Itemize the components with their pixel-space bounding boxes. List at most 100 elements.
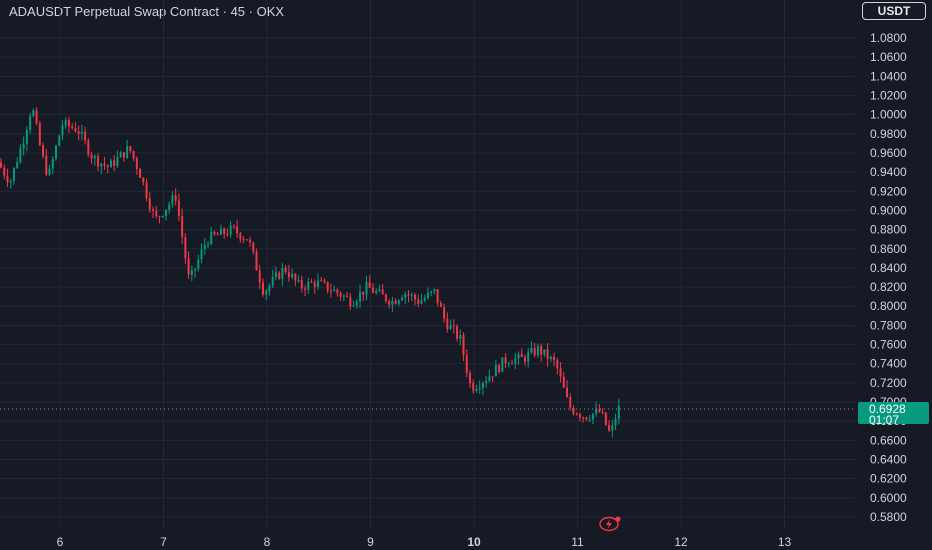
candle-body <box>161 215 164 217</box>
candle <box>45 148 48 177</box>
candle <box>485 375 488 388</box>
candle <box>119 150 122 158</box>
candle <box>61 120 64 141</box>
x-tick-label: 10 <box>467 535 481 549</box>
candle <box>530 341 533 355</box>
candle <box>546 343 549 367</box>
candle-body <box>604 412 607 425</box>
candle-body <box>200 249 203 260</box>
candle <box>64 117 67 129</box>
candle-body <box>498 364 501 372</box>
candle <box>171 191 174 208</box>
candle <box>507 361 510 368</box>
lightning-icon[interactable] <box>598 515 622 533</box>
candle-body <box>64 120 67 126</box>
candle <box>271 269 274 289</box>
candle-body <box>310 281 313 283</box>
candle <box>255 248 258 271</box>
candle <box>268 283 271 296</box>
currency-selector[interactable]: USDT <box>862 2 926 20</box>
candle <box>352 300 355 308</box>
candle-body <box>333 289 336 292</box>
candle <box>22 136 25 156</box>
candle-body <box>3 167 6 176</box>
candle <box>197 254 200 272</box>
candle <box>329 283 332 298</box>
candle-body <box>245 239 248 241</box>
candle <box>517 351 520 365</box>
candle-body <box>139 168 142 178</box>
candle <box>139 167 142 178</box>
candle <box>152 206 155 219</box>
candle <box>391 296 394 312</box>
candle <box>80 124 83 141</box>
time-axis: 6 7 8 9 10 11 12 13 <box>57 535 792 549</box>
candle-body <box>456 326 459 339</box>
candle-body <box>329 290 332 292</box>
candle <box>475 384 478 393</box>
candle-body <box>355 301 358 306</box>
candle-body <box>556 360 559 369</box>
candle <box>320 277 323 282</box>
candle-body <box>481 383 484 388</box>
candle-body <box>42 145 45 156</box>
candle-body <box>100 163 103 167</box>
candle-body <box>523 357 526 362</box>
candle <box>148 192 151 213</box>
candle <box>591 413 594 425</box>
candle-body <box>459 334 462 339</box>
candle-body <box>452 325 455 327</box>
candle <box>456 323 459 342</box>
candle-body <box>135 158 138 169</box>
candle-body <box>278 272 281 279</box>
candle <box>177 193 180 222</box>
candle-body <box>569 396 572 408</box>
candle-body <box>190 270 193 275</box>
candle-body <box>155 210 158 217</box>
candle <box>287 264 290 283</box>
candle <box>168 201 171 214</box>
candle <box>281 263 284 287</box>
last-price-value: 0.6928 <box>869 402 906 416</box>
candle-body <box>362 291 365 295</box>
candle-body <box>113 160 116 167</box>
candle <box>284 265 287 275</box>
candle <box>559 362 562 383</box>
candle-body <box>491 376 494 378</box>
candle <box>274 266 277 281</box>
candle-body <box>410 295 413 297</box>
candle <box>569 393 572 411</box>
candle <box>346 292 349 298</box>
candle-body <box>446 318 449 330</box>
candle <box>265 289 268 301</box>
candle-body <box>591 413 594 420</box>
y-tick-label: 0.8000 <box>870 299 907 313</box>
candle <box>388 299 391 309</box>
candle <box>384 293 387 304</box>
candle-body <box>553 356 556 361</box>
candle <box>3 164 6 180</box>
candle <box>365 275 368 301</box>
candle-body <box>433 288 436 292</box>
candle <box>611 420 614 438</box>
candle-body <box>582 417 585 419</box>
candle-body <box>465 355 468 373</box>
candle <box>161 215 164 218</box>
candle-body <box>494 364 497 377</box>
candle <box>359 284 362 309</box>
candle-body <box>300 280 303 289</box>
candle-body <box>126 146 129 158</box>
candle <box>462 332 465 362</box>
candle <box>527 347 530 368</box>
candle-body <box>520 353 523 358</box>
candle-body <box>546 349 549 360</box>
candle-body <box>6 175 9 183</box>
candle-body <box>268 285 271 291</box>
candle <box>414 293 417 306</box>
candle-body <box>25 129 28 144</box>
candle-body <box>281 267 284 279</box>
candle <box>297 275 300 283</box>
candle-body <box>443 306 446 319</box>
candle-body <box>562 376 565 388</box>
